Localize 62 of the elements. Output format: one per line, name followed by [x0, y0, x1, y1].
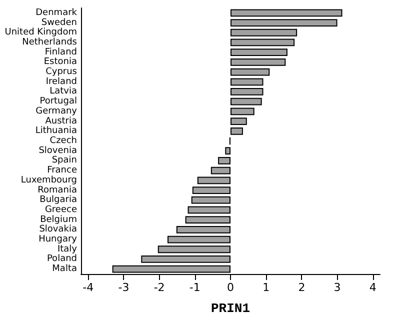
bar — [230, 127, 243, 135]
y-tick-label: United Kingdom — [4, 28, 77, 38]
y-tick-label: Luxembourg — [20, 175, 77, 186]
y-tick-label: Ireland — [46, 76, 77, 87]
bar — [218, 157, 230, 164]
bar — [230, 48, 288, 56]
bar — [230, 88, 264, 96]
bar — [188, 206, 230, 214]
bar — [197, 176, 230, 184]
x-tick-label: -1 — [189, 281, 200, 294]
x-tick-label: 1 — [262, 281, 270, 294]
y-tick-label: Sweden — [41, 18, 77, 28]
bar — [167, 236, 230, 244]
bar — [192, 186, 230, 194]
y-tick-label: Austria — [45, 116, 77, 126]
bar — [230, 9, 342, 17]
bar — [141, 256, 230, 263]
y-tick-label: Denmark — [36, 8, 78, 18]
bar — [230, 98, 262, 106]
x-tick-label: 2 — [298, 281, 306, 294]
y-tick-label: Latvia — [50, 86, 77, 97]
y-tick-label: Belgium — [40, 214, 77, 225]
y-tick-label: Malta — [52, 264, 77, 274]
y-tick-label: Greece — [44, 204, 78, 215]
bar — [230, 108, 254, 116]
bar — [210, 166, 230, 174]
bar — [191, 196, 230, 204]
y-tick-label: Romania — [38, 185, 77, 196]
bar — [225, 147, 230, 155]
y-tick-label: Hungary — [38, 234, 78, 245]
y-tick-label: Spain — [52, 156, 77, 166]
y-tick-label: Estonia — [44, 57, 77, 68]
bar — [230, 68, 270, 76]
y-tick-label: Netherlands — [22, 37, 78, 48]
x-tick-label: 0 — [227, 281, 234, 294]
bar — [158, 246, 230, 254]
y-tick-label: Lithuania — [35, 126, 77, 136]
bar — [230, 28, 298, 36]
x-tick-label: -2 — [154, 281, 165, 294]
bar — [230, 78, 264, 86]
y-tick-label: Poland — [46, 254, 77, 264]
bar — [230, 118, 247, 125]
y-tick-label: Bulgaria — [40, 195, 77, 206]
y-tick-label: France — [47, 166, 78, 176]
bar — [185, 216, 230, 224]
bar — [230, 19, 338, 26]
y-tick-label: Slovakia — [39, 224, 77, 235]
bar — [176, 226, 230, 234]
y-tick-label: Cyprus — [46, 67, 78, 78]
y-tick-label: Italy — [57, 244, 78, 254]
x-axis-title: PRIN1 — [210, 301, 250, 316]
x-tick-label: 4 — [369, 281, 376, 294]
y-tick-label: Finland — [44, 47, 77, 58]
x-tick-label: -4 — [82, 281, 94, 294]
y-tick-label: Czech — [50, 136, 77, 146]
x-tick-label: 3 — [334, 281, 341, 294]
bar — [230, 38, 295, 46]
y-tick-label: Germany — [36, 106, 78, 116]
y-tick-label: Slovenia — [38, 146, 77, 156]
x-tick-label: -3 — [118, 281, 130, 294]
y-tick-label: Portugal — [40, 96, 77, 107]
bar — [230, 58, 286, 66]
